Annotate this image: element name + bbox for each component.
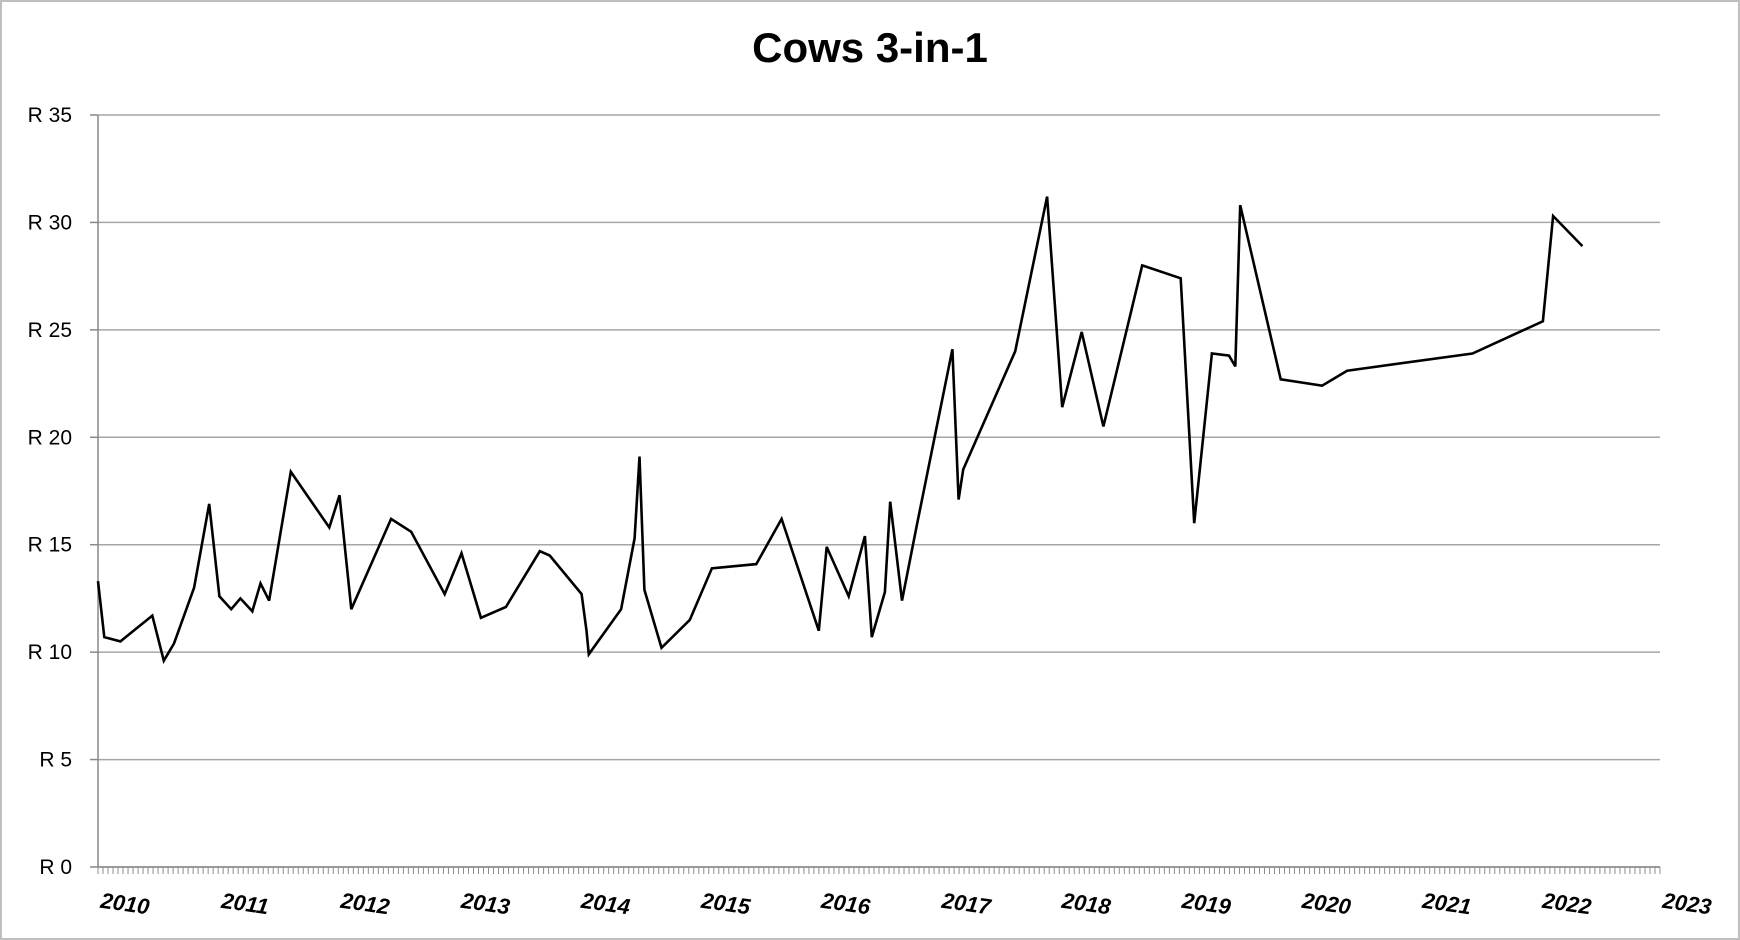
- y-tick-label: R 5: [39, 749, 72, 772]
- x-tick-label: 2017: [939, 888, 994, 920]
- x-tick-label: 2016: [819, 888, 873, 920]
- series-line: [96, 196, 1584, 665]
- x-tick-label: 2023: [1660, 888, 1713, 920]
- y-tick-label: R 35: [28, 104, 72, 127]
- x-tick-label: 2014: [579, 888, 632, 920]
- y-tick-label: R 10: [28, 641, 72, 664]
- y-tick-label: R 20: [28, 426, 72, 449]
- x-tick-label: 2015: [699, 888, 753, 920]
- x-tick-label: 2011: [219, 888, 270, 919]
- x-tick-label: 2013: [459, 888, 512, 920]
- x-tick-label: 2012: [338, 888, 392, 920]
- x-tick-label: 2022: [1540, 888, 1594, 920]
- chart-title: Cows 3-in-1: [752, 24, 988, 71]
- y-tick-label: R 0: [39, 856, 72, 879]
- y-tick-label: R 25: [28, 319, 72, 342]
- y-tick-label: R 30: [28, 211, 72, 234]
- x-tick-label: 2018: [1059, 888, 1113, 920]
- x-tick-label: 2021: [1420, 888, 1473, 920]
- x-tick-label: 2019: [1179, 888, 1233, 920]
- y-tick-label: R 15: [28, 534, 72, 557]
- x-tick-label: 2010: [98, 888, 152, 920]
- x-tick-label: 2020: [1300, 888, 1354, 920]
